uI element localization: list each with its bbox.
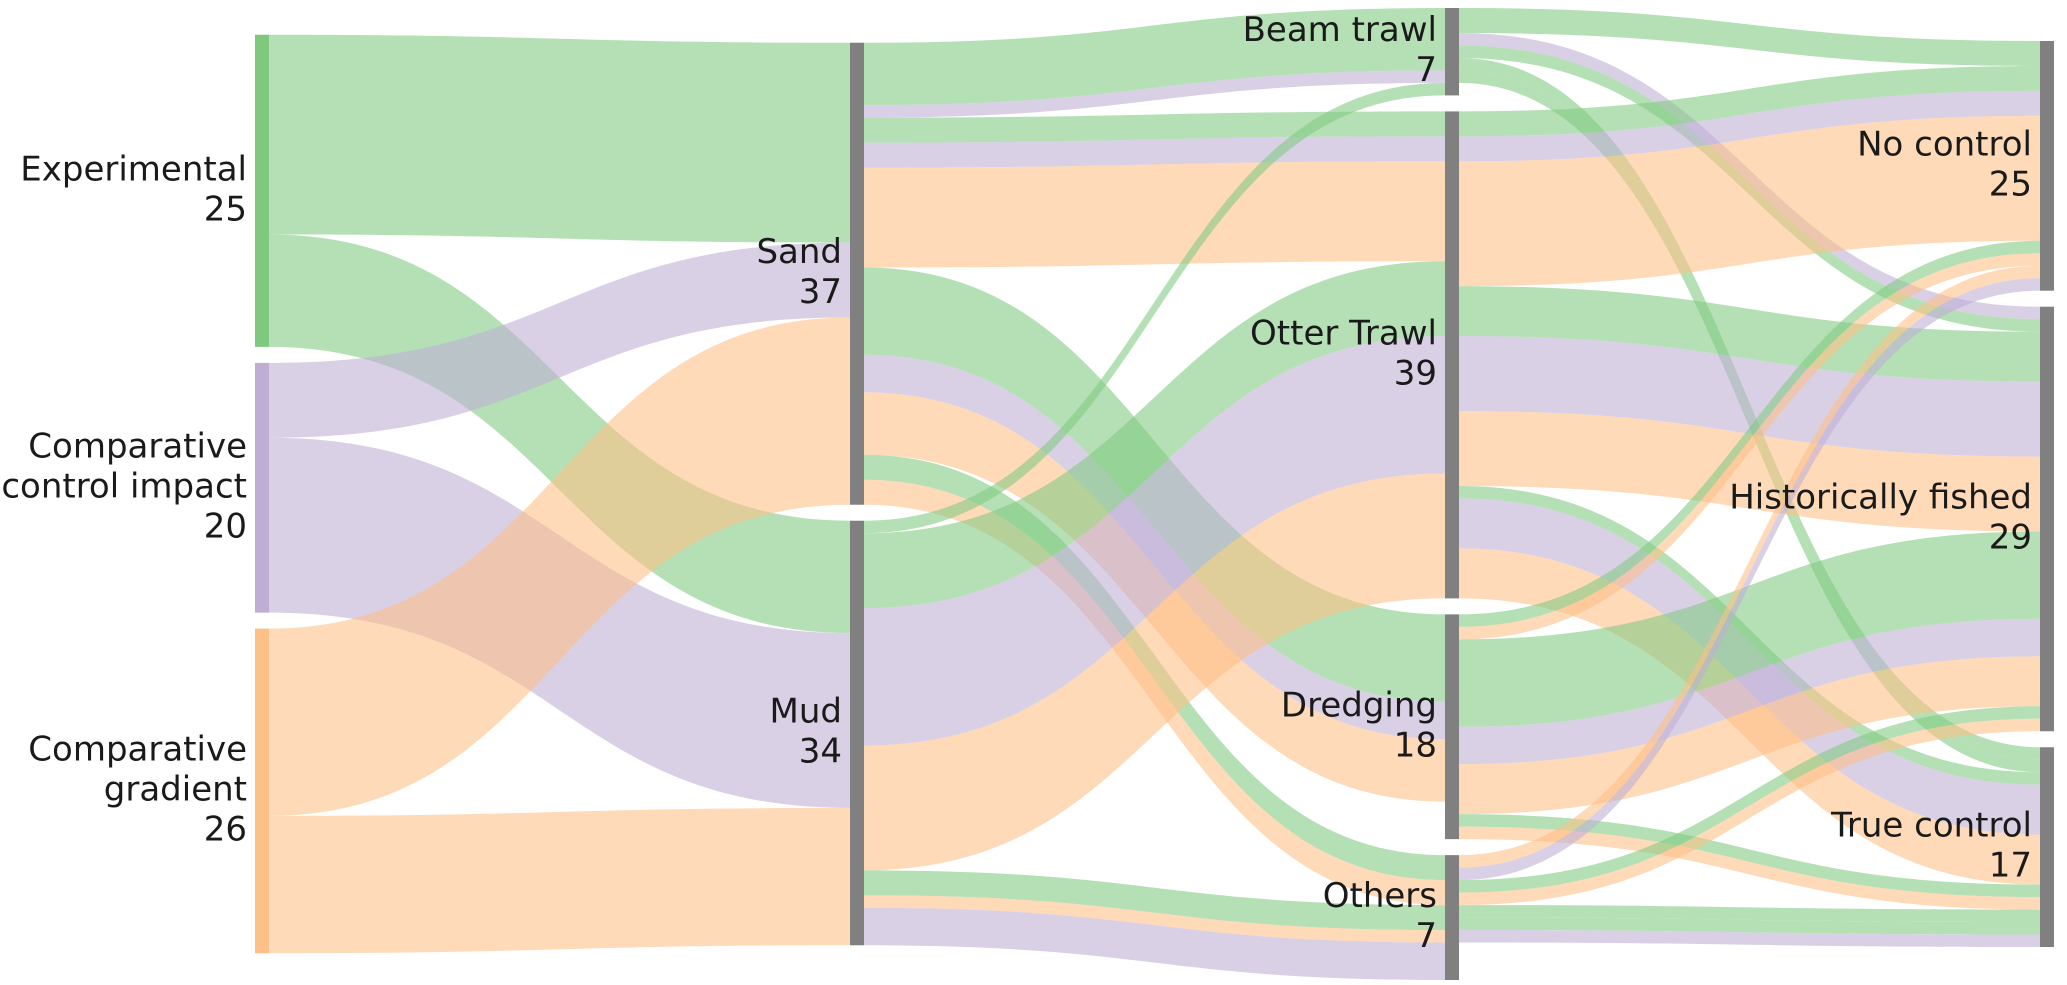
flow-mud-to-others-22 xyxy=(864,907,1445,980)
node-name-otter-0: Otter Trawl xyxy=(1250,313,1437,353)
node-label-experimental: Experimental 25 xyxy=(20,149,247,229)
flow-sand-to-beam-6 xyxy=(864,8,1445,106)
flow-experimental-to-sand-0 xyxy=(269,34,850,243)
flow-otter-to-nocontrol-29 xyxy=(1459,90,2040,162)
node-value-beam: 7 xyxy=(1415,50,1437,90)
flow-dredging-to-truecontrol-42 xyxy=(1459,814,2040,898)
node-bar-nocontrol[interactable] xyxy=(2040,40,2054,291)
flow-sand-to-otter-9 xyxy=(864,136,1445,168)
flow-dredging-to-hist-41 xyxy=(1459,656,2040,815)
node-value-dredging: 18 xyxy=(1394,725,1437,765)
node-name-truecontrol-0: True control xyxy=(1830,806,2032,846)
node-label-dredging: Dredging 18 xyxy=(1281,685,1437,765)
flow-others-to-nocontrol-45 xyxy=(1459,278,2040,881)
node-label-sand: Sand 37 xyxy=(756,232,842,312)
node-label-truecontrol: True control 17 xyxy=(1830,806,2032,886)
node-value-cg: 26 xyxy=(204,809,247,849)
node-bar-mud[interactable] xyxy=(850,520,864,946)
node-value-hist: 29 xyxy=(1989,517,2032,557)
node-name-mud-0: Mud xyxy=(770,692,842,732)
flow-dredging-to-hist-39 xyxy=(1459,531,2040,727)
node-value-nocontrol: 25 xyxy=(1989,164,2032,204)
node-value-otter: 39 xyxy=(1394,353,1437,393)
node-name-sand-0: Sand xyxy=(756,232,842,272)
flow-sand-to-beam-7 xyxy=(864,70,1445,118)
flow-cg-to-mud-5 xyxy=(269,807,850,954)
node-value-others: 7 xyxy=(1415,916,1437,956)
flow-otter-to-hist-33 xyxy=(1459,411,2040,532)
node-bar-experimental[interactable] xyxy=(255,34,269,347)
node-name-nocontrol-0: No control xyxy=(1857,124,2032,164)
node-bar-dredging[interactable] xyxy=(1445,614,1459,840)
node-value-cci: 20 xyxy=(204,506,247,546)
flow-dredging-to-hist-40 xyxy=(1459,618,2040,765)
flow-mud-to-otter-17 xyxy=(864,261,1445,609)
node-name-dredging-0: Dredging xyxy=(1281,685,1437,725)
sankey-flows xyxy=(269,8,2040,980)
node-label-otter: Otter Trawl 39 xyxy=(1250,313,1437,393)
node-label-beam: Beam trawl 7 xyxy=(1243,10,1437,90)
flow-mud-to-others-20 xyxy=(864,870,1445,931)
flow-otter-to-hist-32 xyxy=(1459,336,2040,457)
node-label-hist: Historically fished 29 xyxy=(1729,477,2032,557)
flow-others-to-truecontrol-49 xyxy=(1459,917,2040,935)
node-name-beam-0: Beam trawl xyxy=(1243,10,1437,50)
node-name-cg-0: Comparative xyxy=(28,729,247,769)
node-name-cci-0: Comparative xyxy=(28,426,247,466)
flow-cci-to-sand-2 xyxy=(269,242,850,438)
node-bar-others[interactable] xyxy=(1445,855,1459,980)
node-name-hist-0: Historically fished xyxy=(1729,477,2032,517)
node-bar-cg[interactable] xyxy=(255,628,269,954)
node-value-truecontrol: 17 xyxy=(1989,846,2032,886)
node-bar-truecontrol[interactable] xyxy=(2040,747,2054,948)
node-label-cg: Comparative gradient 26 xyxy=(28,729,247,849)
flow-others-to-truecontrol-48 xyxy=(1459,905,2040,923)
flow-mud-to-otter-19 xyxy=(864,473,1445,871)
node-label-mud: Mud 34 xyxy=(770,692,842,772)
node-bar-hist[interactable] xyxy=(2040,306,2054,732)
node-bar-sand[interactable] xyxy=(850,42,864,505)
flow-dredging-to-nocontrol-38 xyxy=(1459,253,2040,640)
flow-sand-to-otter-10 xyxy=(864,161,1445,268)
flow-otter-to-hist-31 xyxy=(1459,286,2040,382)
node-bar-cci[interactable] xyxy=(255,362,269,613)
node-value-experimental: 25 xyxy=(204,189,247,229)
flow-dredging-to-truecontrol-43 xyxy=(1459,826,2040,910)
flow-cg-to-sand-4 xyxy=(269,317,850,816)
node-name-experimental-0: Experimental xyxy=(20,149,247,189)
flow-otter-to-nocontrol-30 xyxy=(1459,115,2040,287)
node-bar-beam[interactable] xyxy=(1445,8,1459,96)
flow-mud-to-otter-18 xyxy=(864,336,1445,746)
flow-mud-to-beam-16 xyxy=(864,82,1445,534)
flow-dredging-to-nocontrol-37 xyxy=(1459,240,2040,627)
flow-others-to-truecontrol-50 xyxy=(1459,930,2040,948)
flow-others-to-hist-47 xyxy=(1459,718,2040,906)
node-name-cci-1: control impact xyxy=(1,466,247,506)
node-bar-otter[interactable] xyxy=(1445,111,1459,599)
flow-mud-to-others-21 xyxy=(864,895,1445,943)
node-label-nocontrol: No control 25 xyxy=(1857,124,2032,204)
node-value-mud: 34 xyxy=(799,732,842,772)
flow-others-to-hist-46 xyxy=(1459,706,2040,893)
flow-otter-to-nocontrol-28 xyxy=(1459,65,2040,137)
node-value-sand: 37 xyxy=(799,272,842,312)
node-label-others: Others 7 xyxy=(1323,876,1437,956)
node-name-cg-1: gradient xyxy=(104,769,247,809)
node-label-cci: Comparative control impact 20 xyxy=(1,426,247,546)
flow-beam-to-nocontrol-23 xyxy=(1459,8,2040,66)
flow-others-to-nocontrol-44 xyxy=(1459,265,2040,868)
sankey-nodes xyxy=(255,8,2054,980)
node-name-others-0: Others xyxy=(1323,876,1437,916)
